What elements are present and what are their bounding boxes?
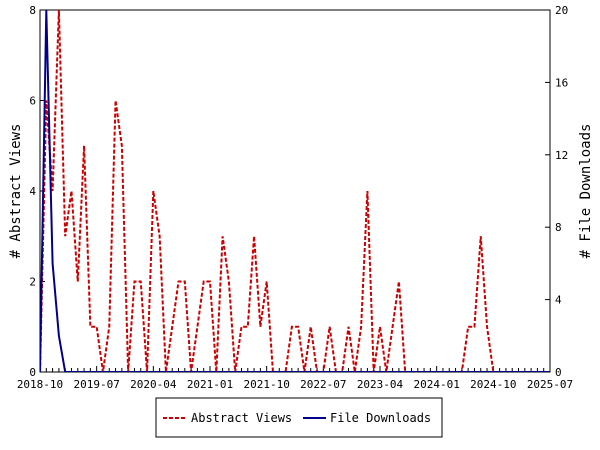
y-right-tick-label: 8 xyxy=(555,221,562,234)
x-tick-label: 2025-07 xyxy=(527,378,573,391)
y-left-tick-label: 4 xyxy=(29,185,36,198)
series-line-file-downloads xyxy=(40,9,550,372)
y-left-tick-label: 6 xyxy=(29,95,36,108)
legend-box xyxy=(155,397,443,438)
x-tick-label: 2018-10 xyxy=(17,378,63,391)
y-left-tick-label: 0 xyxy=(29,366,36,379)
plot-frame xyxy=(39,9,551,373)
x-tick-label: 2023-04 xyxy=(357,378,404,391)
x-tick-label: 2024-10 xyxy=(470,378,516,391)
y-right-tick-label: 16 xyxy=(555,76,568,89)
tick-labels-layer: 2018-10 2019-07 2020-04 2021-01 2021-10 2022-… xyxy=(17,4,573,391)
ticks-layer xyxy=(39,9,551,373)
y-left-tick-label: 2 xyxy=(29,276,36,289)
y-right-tick-label: 12 xyxy=(555,149,568,162)
y-right-tick-label: 20 xyxy=(555,4,568,17)
x-tick-label: 2021-10 xyxy=(243,378,289,391)
legend-label-file-downloads: File Downloads xyxy=(330,411,431,425)
x-tick-label: 2019-07 xyxy=(73,378,119,391)
series-layer xyxy=(40,9,550,372)
x-tick-label: 2024-01 xyxy=(413,378,459,391)
x-tick-label: 2022-07 xyxy=(300,378,346,391)
y-right-tick-label: 0 xyxy=(555,366,562,379)
y-axis-title-right: # File Downloads xyxy=(578,124,594,259)
x-tick-label: 2021-01 xyxy=(187,378,233,391)
legend-label-abstract-views: Abstract Views xyxy=(191,411,292,425)
y-axis-title-left: # Abstract Views xyxy=(8,124,24,259)
x-tick-label: 2020-04 xyxy=(130,378,177,391)
legend: Abstract Views File Downloads xyxy=(155,397,443,438)
y-right-tick-label: 4 xyxy=(555,294,562,307)
y-left-tick-label: 8 xyxy=(29,4,36,17)
series-line-abstract-views xyxy=(40,9,550,372)
